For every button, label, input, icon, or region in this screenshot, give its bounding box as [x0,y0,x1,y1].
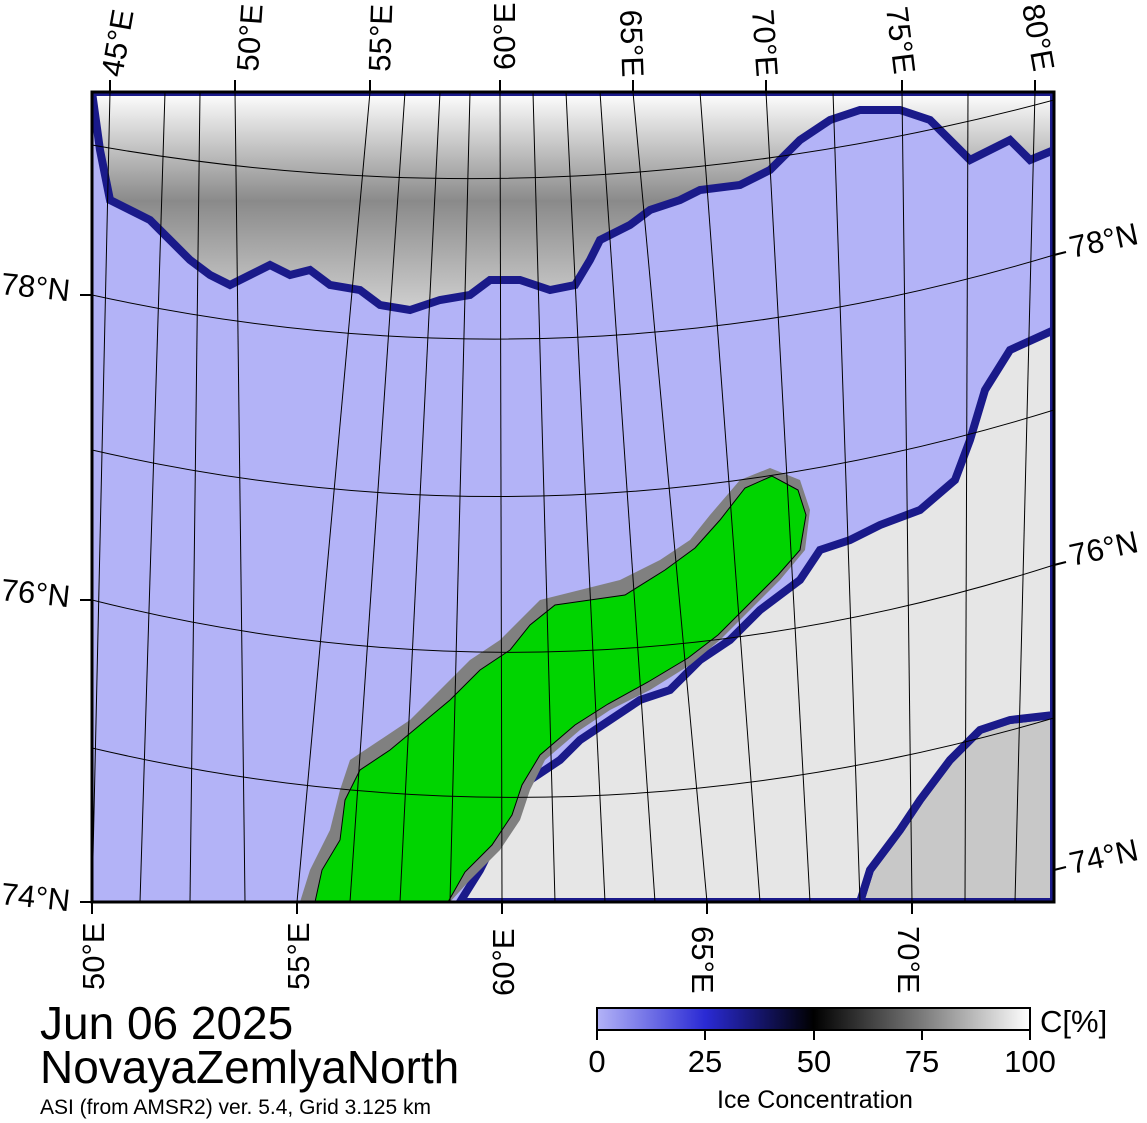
map-region: NovayaZemlyaNorth [40,1041,460,1093]
colorbar-tick-label: 75 [904,1044,940,1079]
top-lon-label: 60°E [487,2,522,70]
colorbar-tick-label: 100 [1004,1044,1056,1079]
colorbar-tick-label: 25 [687,1044,723,1079]
top-lon-label: 45°E [94,7,140,80]
top-lon-label: 65°E [613,9,650,78]
bottom-lon-label: 70°E [891,926,926,994]
top-lon-label: 70°E [745,8,785,78]
left-lat-label: 78°N [0,266,72,308]
sea-ice-kara [455,325,1054,902]
left-lat-label: 76°N [0,572,72,614]
top-lon-label: 55°E [362,4,399,73]
top-lon-label: 50°E [230,3,270,73]
bottom-lon-label: 50°E [76,922,111,990]
colorbar-ticks [596,1030,1031,1040]
bottom-lon-label: 55°E [281,922,316,990]
graticule-meridians [92,92,1036,902]
colorbar-tick-label: 50 [796,1044,832,1079]
right-lat-label: 78°N [1066,216,1141,265]
map-date: Jun 06 2025 [40,997,294,1049]
sea-ice-north [92,92,1054,315]
bottom-lon-label: 65°E [685,926,720,994]
right-lat-label: 76°N [1066,524,1141,573]
map-frame [90,90,1056,904]
colorbar-title: Ice Concentration [717,1086,913,1114]
colorbar [596,1007,1031,1031]
colorbar-tick-label: 0 [588,1044,606,1079]
graticule-parallels [92,99,1054,798]
top-lon-label: 75°E [879,5,922,76]
right-lat-label: 74°N [1066,832,1141,881]
product-info: ASI (from AMSR2) ver. 5.4, Grid 3.125 km [40,1096,431,1119]
bottom-lon-label: 60°E [486,928,521,996]
top-lon-label: 80°E [1015,1,1061,74]
colorbar-unit: C[%] [1040,1004,1108,1039]
frame-ticks [80,80,1067,914]
left-lat-label: 74°N [0,876,72,918]
